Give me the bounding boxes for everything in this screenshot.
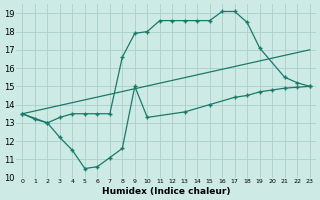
X-axis label: Humidex (Indice chaleur): Humidex (Indice chaleur) [102, 187, 230, 196]
